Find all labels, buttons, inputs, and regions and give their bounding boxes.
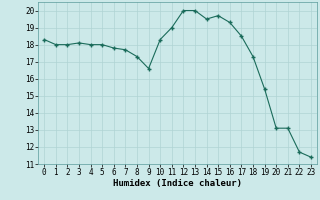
- X-axis label: Humidex (Indice chaleur): Humidex (Indice chaleur): [113, 179, 242, 188]
